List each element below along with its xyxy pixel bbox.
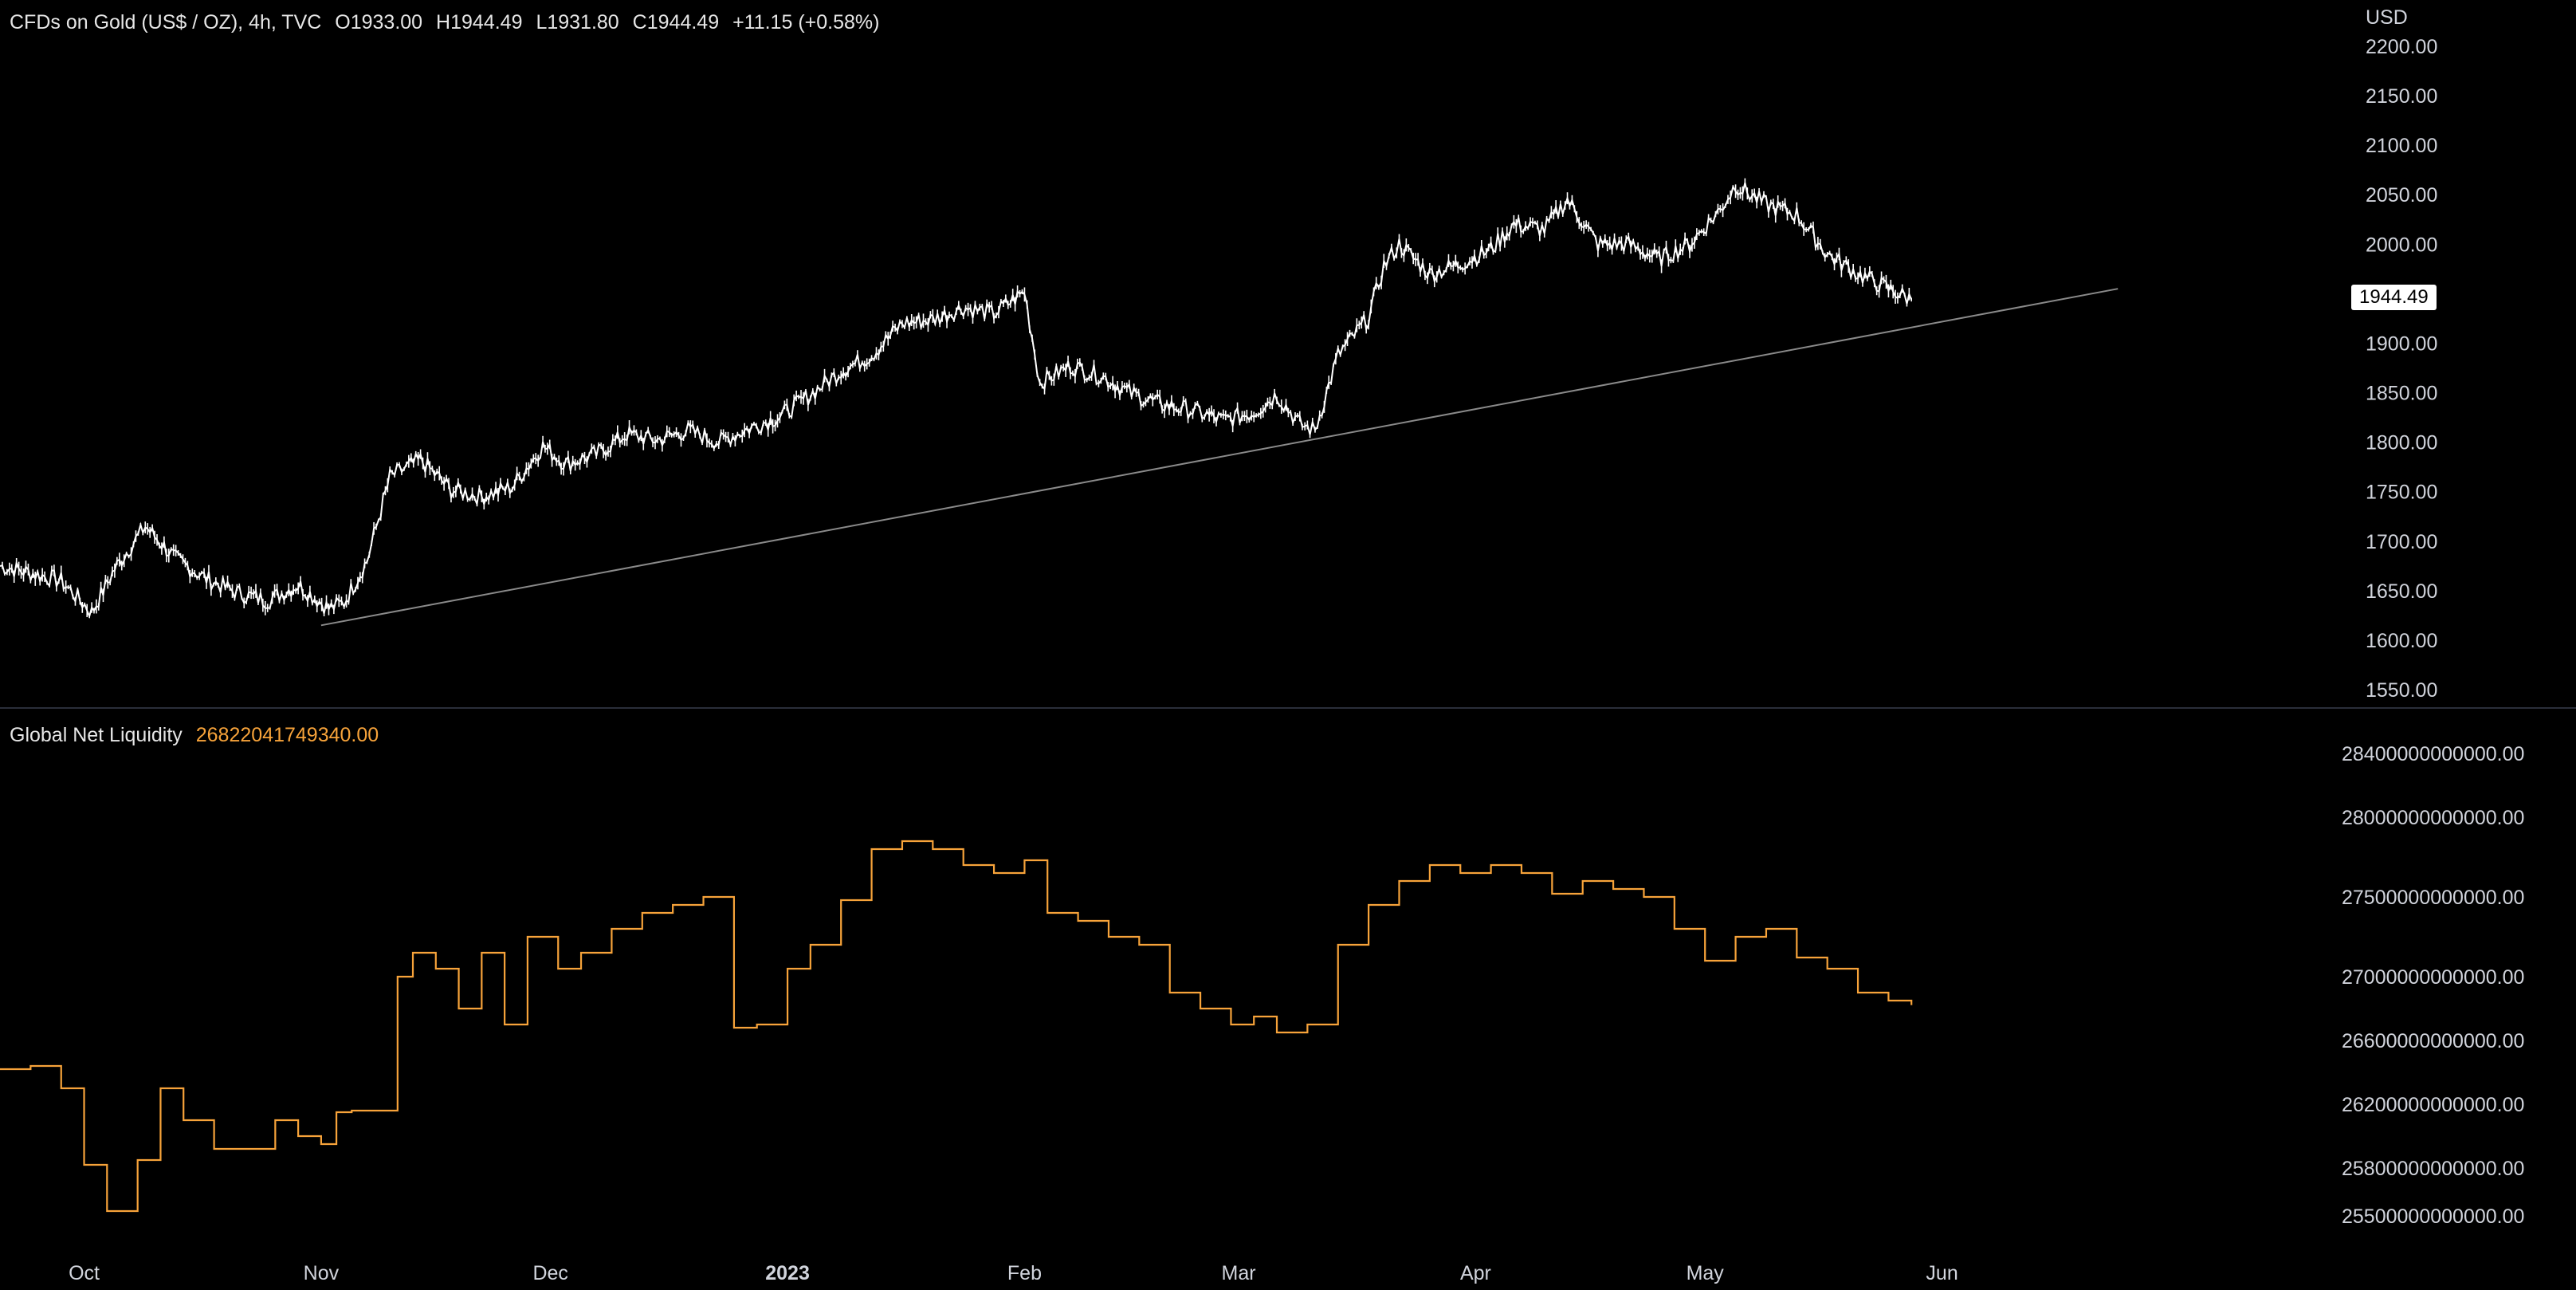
time-tick: May: [1687, 1262, 1725, 1284]
liquidity-y-tick: 25500000000000.00: [2342, 1205, 2524, 1228]
last-price-badge: 1944.49: [2351, 285, 2437, 310]
gold-y-tick: 1800.00: [2366, 432, 2437, 454]
time-tick: Oct: [69, 1262, 100, 1284]
gold-y-tick: 1700.00: [2366, 531, 2437, 553]
liquidity-y-tick: 27000000000000.00: [2342, 966, 2524, 989]
gold-y-tick: 2000.00: [2366, 234, 2437, 256]
trendline: [320, 288, 2119, 627]
time-tick: Apr: [1460, 1262, 1491, 1284]
ohlc-change: +11.15 (+0.58%): [732, 11, 880, 33]
time-tick: Feb: [1007, 1262, 1042, 1284]
time-tick: Nov: [304, 1262, 340, 1284]
gold-y-tick: 2100.00: [2366, 135, 2437, 157]
time-tick: 2023: [765, 1262, 810, 1284]
gold-y-tick: 1750.00: [2366, 482, 2437, 504]
gold-y-tick: 1550.00: [2366, 679, 2437, 702]
time-tick: Jun: [1926, 1262, 1958, 1284]
ohlc-open: O1933.00: [335, 11, 423, 33]
gold-y-tick: 2050.00: [2366, 184, 2437, 206]
symbol-legend: CFDs on Gold (US$ / OZ), 4h, TVC O1933.0…: [10, 11, 887, 34]
liquidity-y-tick: 26600000000000.00: [2342, 1030, 2524, 1052]
time-axis[interactable]: Oct Nov Dec 2023 Feb Mar Apr May Jun: [69, 1262, 1958, 1284]
gold-price-line: [0, 182, 1913, 619]
indicator-legend: Global Net Liquidity 26822041749340.00: [10, 724, 387, 747]
indicator-name[interactable]: Global Net Liquidity: [10, 724, 183, 746]
liquidity-pane[interactable]: [0, 840, 1913, 1213]
ohlc-low: L1931.80: [536, 11, 619, 33]
liquidity-y-tick: 28000000000000.00: [2342, 807, 2524, 829]
gold-y-tick: 1650.00: [2366, 580, 2437, 603]
liquidity-y-tick: 25800000000000.00: [2342, 1158, 2524, 1180]
gold-y-tick: 2200.00: [2366, 36, 2437, 58]
liquidity-y-tick: 28400000000000.00: [2342, 743, 2524, 765]
time-tick: Mar: [1222, 1262, 1256, 1284]
ohlc-high: H1944.49: [436, 11, 523, 33]
time-tick: Dec: [532, 1262, 567, 1284]
gold-y-tick: 1900.00: [2366, 332, 2437, 355]
currency-label: USD: [2366, 6, 2408, 29]
gold-price-axis[interactable]: 2200.00 2150.00 2100.00 2050.00 2000.00 1900.…: [2366, 36, 2437, 702]
liquidity-line: [0, 840, 1913, 1213]
liquidity-axis[interactable]: 28400000000000.00 28000000000000.00 275000…: [2342, 743, 2524, 1228]
indicator-value: 26822041749340.00: [195, 724, 379, 746]
gold-y-tick: 2150.00: [2366, 85, 2437, 108]
symbol-title[interactable]: CFDs on Gold (US$ / OZ), 4h, TVC: [10, 11, 322, 33]
gold-price-pane[interactable]: [0, 178, 2119, 627]
ohlc-close: C1944.49: [632, 11, 720, 33]
liquidity-y-tick: 26200000000000.00: [2342, 1094, 2524, 1116]
liquidity-y-tick: 27500000000000.00: [2342, 887, 2524, 909]
gold-y-tick: 1850.00: [2366, 383, 2437, 405]
gold-y-tick: 1600.00: [2366, 630, 2437, 652]
